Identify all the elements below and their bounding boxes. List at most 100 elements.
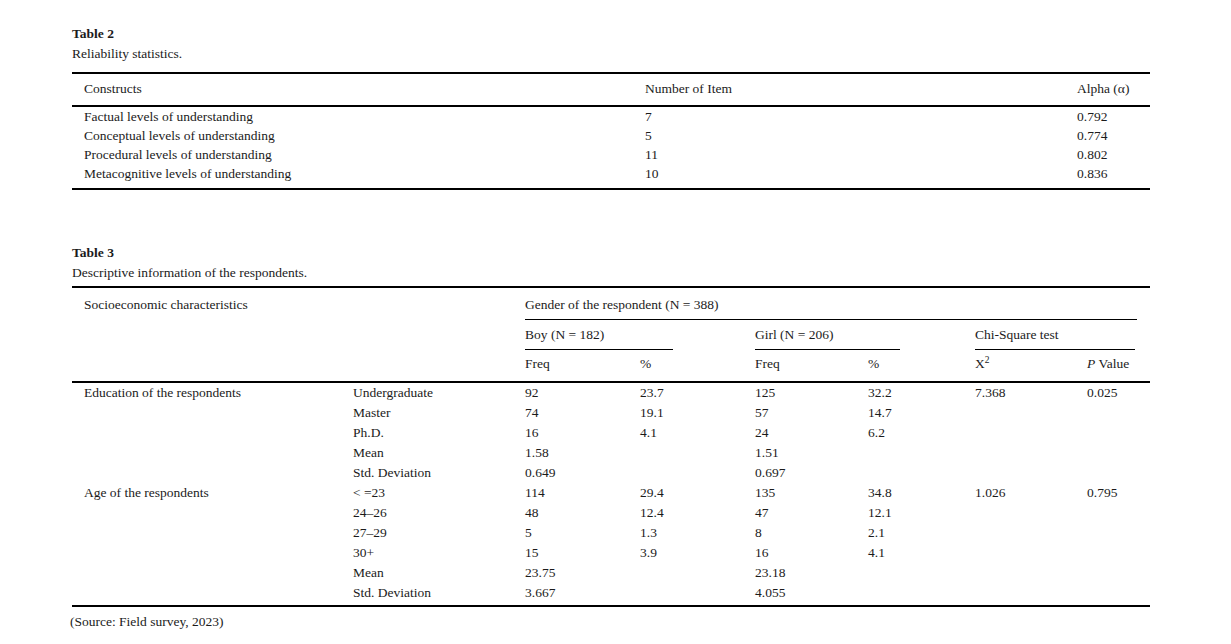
cell-boy-pct: 12.4 [640, 503, 755, 523]
table2-row: Metacognitive levels of understanding 10… [72, 164, 1150, 189]
cell-girl-freq: 135 [755, 483, 868, 503]
paper-page: Table 2 Reliability statistics. Construc… [0, 0, 1231, 644]
cell-girl-pct [868, 463, 975, 483]
cell-category: Std. Deviation [353, 463, 525, 483]
cell-group-label: Education of the respondents [72, 382, 353, 403]
x2-superscript: 2 [985, 355, 990, 365]
cell-x2 [975, 503, 1087, 523]
cell-category: Std. Deviation [353, 583, 525, 606]
cell-group-label [72, 463, 353, 483]
cell-boy-freq: 74 [525, 403, 640, 423]
chi-square-span-label: Chi-Square test [975, 320, 1135, 350]
cell-category: Mean [353, 443, 525, 463]
cell-alpha: 0.774 [1077, 126, 1150, 145]
cell-category: Undergraduate [353, 382, 525, 403]
table3-caption: Descriptive information of the responden… [72, 263, 1150, 283]
cell-boy-freq: 0.649 [525, 463, 640, 483]
cell-p-value [1087, 583, 1150, 606]
cell-x2 [975, 423, 1087, 443]
cell-category: Master [353, 403, 525, 423]
cell-boy-pct [640, 443, 755, 463]
empty-cell [72, 350, 525, 382]
cell-num-items: 5 [645, 126, 1077, 145]
table3-header-p-value: P Value [1087, 350, 1150, 382]
cell-boy-pct: 3.9 [640, 543, 755, 563]
table3-header-gender-group: Gender of the respondent (N = 388) [525, 287, 1150, 320]
cell-boy-freq: 92 [525, 382, 640, 403]
cell-construct: Metacognitive levels of understanding [72, 164, 645, 189]
table2-body: Factual levels of understanding 7 0.792 … [72, 106, 1150, 189]
table3-row: Age of the respondents < =23 114 29.4 13… [72, 483, 1150, 503]
cell-group-label [72, 443, 353, 463]
table3-row: 27–29 5 1.3 8 2.1 [72, 523, 1150, 543]
cell-x2: 7.368 [975, 382, 1087, 403]
cell-p-value [1087, 523, 1150, 543]
table2-header: Constructs Number of Item Alpha (α) [72, 73, 1150, 106]
p-value-p: P [1087, 356, 1095, 371]
cell-p-value: 0.025 [1087, 382, 1150, 403]
table2-header-num-items: Number of Item [645, 73, 1077, 106]
cell-boy-freq: 1.58 [525, 443, 640, 463]
cell-construct: Factual levels of understanding [72, 106, 645, 126]
table2-row: Conceptual levels of understanding 5 0.7… [72, 126, 1150, 145]
cell-boy-freq: 15 [525, 543, 640, 563]
cell-x2 [975, 443, 1087, 463]
table2-reliability-statistics: Constructs Number of Item Alpha (α) Fact… [72, 72, 1150, 190]
cell-girl-pct: 12.1 [868, 503, 975, 523]
cell-x2 [975, 403, 1087, 423]
table2-row: Factual levels of understanding 7 0.792 [72, 106, 1150, 126]
cell-group-label [72, 563, 353, 583]
cell-boy-freq: 114 [525, 483, 640, 503]
cell-girl-freq: 1.51 [755, 443, 868, 463]
x2-base: X [975, 356, 985, 371]
cell-girl-freq: 4.055 [755, 583, 868, 606]
cell-category: 30+ [353, 543, 525, 563]
table3-header-row-subgroups: Boy (N = 182) Girl (N = 206) Chi-Square … [72, 320, 1150, 350]
cell-category: 27–29 [353, 523, 525, 543]
gender-span-label: Gender of the respondent (N = 388) [525, 288, 1137, 320]
table3-row: Master 74 19.1 57 14.7 [72, 403, 1150, 423]
table3-header-row-measures: Freq % Freq % X2 P Value [72, 350, 1150, 382]
cell-girl-freq: 24 [755, 423, 868, 443]
cell-girl-pct: 6.2 [868, 423, 975, 443]
cell-construct: Procedural levels of understanding [72, 145, 645, 164]
table3-body: Education of the respondents Undergradua… [72, 382, 1150, 606]
table2-row: Procedural levels of understanding 11 0.… [72, 145, 1150, 164]
source-note: (Source: Field survey, 2023) [70, 613, 224, 631]
cell-num-items: 7 [645, 106, 1077, 126]
table3-row: 24–26 48 12.4 47 12.1 [72, 503, 1150, 523]
table3-row: Std. Deviation 0.649 0.697 [72, 463, 1150, 483]
cell-girl-pct [868, 443, 975, 463]
table3-header-girl-pct: % [868, 350, 975, 382]
cell-boy-pct: 23.7 [640, 382, 755, 403]
table3-header-chi-square-group: Chi-Square test [975, 320, 1150, 350]
table2-header-alpha: Alpha (α) [1077, 73, 1150, 106]
cell-p-value [1087, 403, 1150, 423]
cell-group-label [72, 503, 353, 523]
cell-alpha: 0.802 [1077, 145, 1150, 164]
cell-girl-pct: 4.1 [868, 543, 975, 563]
table3-header-chi-square-statistic: X2 [975, 350, 1087, 382]
cell-boy-pct [640, 463, 755, 483]
table3-row: 30+ 15 3.9 16 4.1 [72, 543, 1150, 563]
cell-group-label [72, 403, 353, 423]
cell-num-items: 11 [645, 145, 1077, 164]
table3-header-socioeconomic: Socioeconomic characteristics [72, 287, 525, 320]
cell-x2 [975, 523, 1087, 543]
cell-x2 [975, 563, 1087, 583]
cell-x2 [975, 543, 1087, 563]
cell-boy-pct [640, 583, 755, 606]
cell-girl-freq: 8 [755, 523, 868, 543]
table3-section: Table 3 Descriptive information of the r… [72, 243, 1150, 607]
boy-span-label: Boy (N = 182) [525, 320, 673, 350]
table3-header-boy-freq: Freq [525, 350, 640, 382]
p-value-rest: Value [1098, 356, 1129, 371]
girl-span-label: Girl (N = 206) [755, 320, 900, 350]
table3-header-girl-group: Girl (N = 206) [755, 320, 975, 350]
cell-p-value [1087, 563, 1150, 583]
cell-x2 [975, 463, 1087, 483]
cell-p-value [1087, 463, 1150, 483]
table3-row: Ph.D. 16 4.1 24 6.2 [72, 423, 1150, 443]
cell-girl-pct: 2.1 [868, 523, 975, 543]
table3-header-girl-freq: Freq [755, 350, 868, 382]
